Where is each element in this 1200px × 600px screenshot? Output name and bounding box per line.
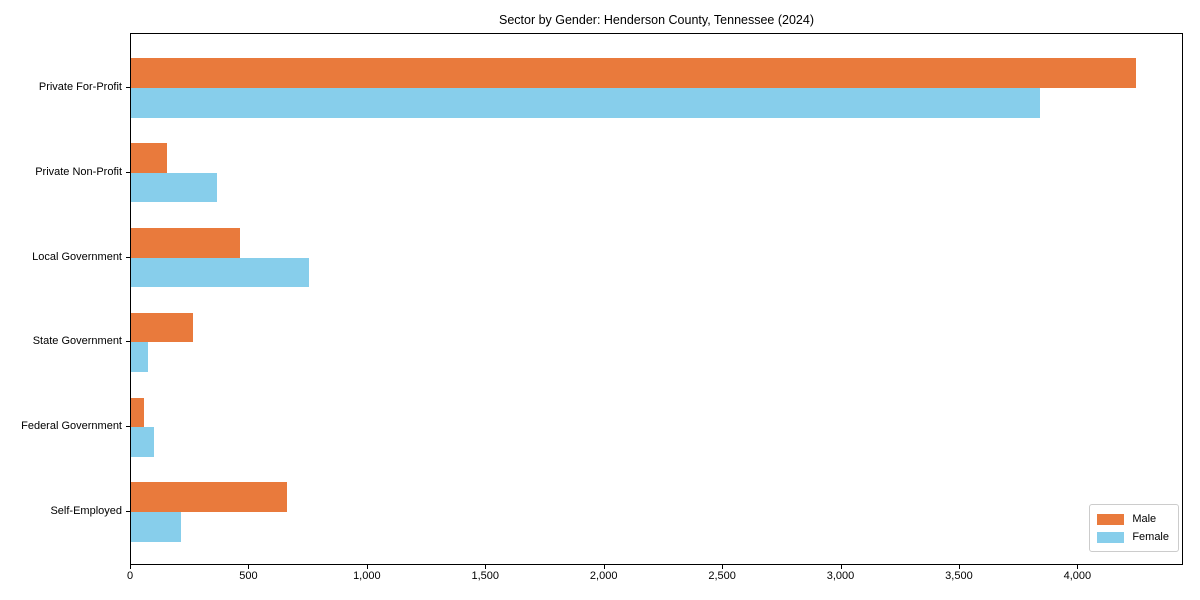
y-tick-mark [126,426,130,428]
x-tick-mark [1077,565,1079,569]
legend: Male Female [1089,504,1179,552]
x-tick-label-0: 0 [126,570,134,582]
y-tick-label-state-government: State Government [32,335,122,348]
x-tick-mark [603,565,605,569]
x-tick-label-1000: 1,000 [353,570,381,582]
bar-male-self-employed [131,482,288,513]
y-tick-mark [126,341,130,343]
bar-female-private-for-profit [131,87,1041,118]
bar-male-state-government [131,312,193,343]
bar-female-private-non-profit [131,172,218,203]
x-tick-label-2000: 2,000 [589,570,618,582]
bar-female-local-government [131,257,309,288]
x-tick-mark [248,565,250,569]
bar-female-state-government [131,342,148,373]
bar-male-private-for-profit [131,58,1137,88]
x-tick-mark [840,565,842,569]
y-tick-mark [126,256,130,258]
x-tick-mark [485,565,487,569]
y-tick-label-federal-government: Federal Government [21,420,122,433]
y-tick-label-local-government: Local Government [32,250,122,263]
y-tick-label-private-non-profit: Private Non-Profit [35,165,122,178]
x-tick-mark [130,565,131,569]
x-tick-label-2500: 2,500 [708,570,736,582]
x-tick-mark [366,565,368,569]
legend-item-male: Male [1097,510,1169,528]
x-tick-mark [958,565,960,569]
y-tick-mark [126,511,130,513]
bar-female-self-employed [131,512,181,542]
legend-swatch-female [1097,531,1125,543]
chart-title: Sector by Gender: Henderson County, Tenn… [498,13,814,27]
bar-male-federal-government [131,397,145,428]
plot-area: Male Female [130,33,1183,565]
x-tick-mark [722,565,724,569]
y-tick-label-self-employed: Self-Employed [50,505,122,518]
x-tick-label-1500: 1,500 [471,570,500,582]
legend-swatch-male [1097,513,1125,525]
x-tick-label-4000: 4,000 [1063,570,1092,582]
y-tick-label-private-for-profit: Private For-Profit [38,80,122,93]
legend-label-female: Female [1132,531,1169,543]
y-tick-mark [126,86,130,88]
bar-male-local-government [131,227,240,258]
y-tick-mark [126,171,130,173]
x-tick-label-3500: 3,500 [945,570,973,582]
legend-label-male: Male [1132,513,1157,525]
x-tick-label-500: 500 [239,570,258,582]
bar-male-private-non-profit [131,143,167,173]
bar-female-federal-government [131,427,154,457]
x-tick-label-3000: 3,000 [826,570,855,582]
legend-item-female: Female [1097,528,1169,546]
